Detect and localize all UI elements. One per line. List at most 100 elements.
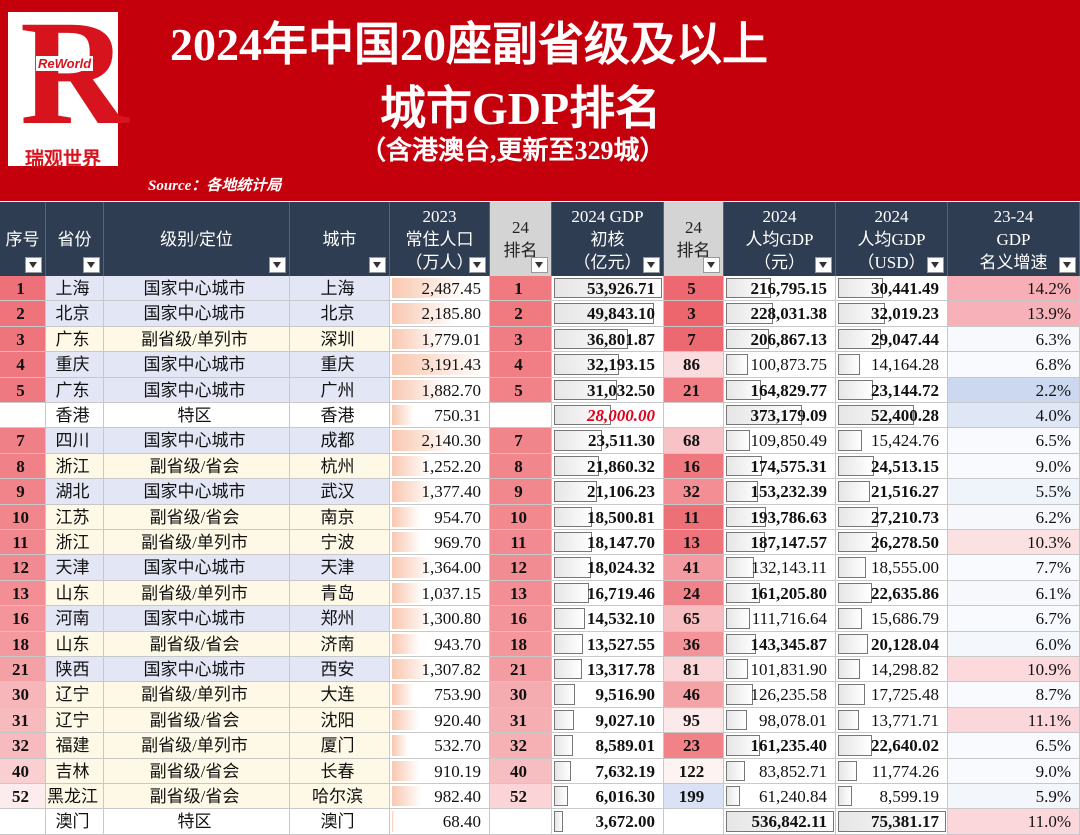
- cell-text: 16,719.46: [587, 583, 655, 603]
- cell-text: 27,210.73: [871, 507, 939, 527]
- table-cell: 16: [664, 453, 724, 480]
- cell-text: 杭州: [320, 456, 355, 476]
- cell-text: 深圳: [320, 329, 355, 349]
- table-cell: 16: [0, 606, 46, 632]
- cell-text: 68.40: [442, 812, 481, 832]
- data-bar: [554, 684, 575, 705]
- table-cell: 10.9%: [948, 657, 1080, 683]
- table-cell: 国家中心城市: [104, 555, 290, 581]
- filter-button[interactable]: [469, 257, 486, 273]
- data-bar: [392, 506, 421, 527]
- table-cell: 黑龙江: [46, 784, 104, 810]
- cell-text: 湖北: [55, 482, 90, 502]
- table-cell: 上海: [290, 276, 390, 302]
- table-cell: 9,027.10: [552, 707, 664, 734]
- cell-text: 12: [12, 558, 29, 578]
- cell-text: 41: [683, 558, 700, 578]
- table-cell: [0, 403, 46, 429]
- data-bar: [392, 354, 486, 375]
- table-cell: [664, 403, 724, 429]
- data-bar: [726, 405, 802, 426]
- cell-text: 9: [514, 482, 523, 502]
- filter-button[interactable]: [25, 257, 42, 273]
- table-cell: 11,774.26: [836, 758, 948, 784]
- table-cell: 46: [664, 682, 724, 708]
- cell-text: 30,441.49: [871, 279, 939, 298]
- cell-text: 7: [16, 431, 25, 451]
- cell-text: 广州: [320, 380, 355, 400]
- cell-text: 副省级/单列市: [141, 685, 248, 705]
- table-cell: 西安: [290, 657, 390, 683]
- cell-text: 3: [16, 329, 25, 349]
- table-cell: [664, 809, 724, 835]
- data-bar: [554, 582, 589, 604]
- filter-button[interactable]: [531, 257, 548, 273]
- data-bar: [392, 760, 419, 781]
- filter-button[interactable]: [643, 257, 660, 273]
- cell-text: 上海: [320, 279, 355, 298]
- data-bar: [726, 659, 749, 680]
- filter-button[interactable]: [83, 257, 100, 273]
- cell-text: 北京: [55, 304, 90, 324]
- table-cell: 68.40: [390, 809, 490, 835]
- column-header: 序号: [0, 202, 46, 276]
- filter-button[interactable]: [927, 257, 944, 273]
- cell-text: 8: [514, 456, 523, 476]
- table-cell: 6.2%: [948, 504, 1080, 530]
- cell-text: 61,240.84: [759, 787, 827, 806]
- table-cell: 澳门: [46, 809, 104, 835]
- table-cell: 30: [490, 682, 552, 708]
- cell-text: 5: [687, 279, 696, 298]
- cell-text: 国家中心城市: [143, 660, 246, 679]
- table-cell: 6.7%: [948, 606, 1080, 632]
- cell-text: 982.40: [434, 787, 481, 806]
- filter-button[interactable]: [1059, 257, 1076, 273]
- cell-text: 3,672.00: [595, 812, 656, 832]
- cell-text: 13,527.55: [587, 634, 655, 654]
- title-line1: 2024年中国20座副省级及以上: [170, 19, 768, 70]
- table-cell: 5: [664, 276, 724, 302]
- table-cell: 1,364.00: [390, 555, 490, 581]
- table-cell: 26,278.50: [836, 530, 948, 556]
- filter-button[interactable]: [703, 257, 720, 273]
- data-bar: [726, 455, 763, 477]
- table-cell: 天津: [46, 555, 104, 581]
- cell-text: 46: [683, 685, 700, 705]
- cell-text: 132,143.11: [751, 558, 827, 578]
- cell-text: 153,232.39: [750, 482, 828, 502]
- header-line: 人均GDP: [745, 229, 814, 249]
- table-cell: 1,779.01: [390, 326, 490, 353]
- cell-text: 6.3%: [1035, 329, 1071, 349]
- data-bar: [392, 786, 421, 807]
- data-bar: [554, 481, 598, 502]
- table-cell: 特区: [104, 403, 290, 429]
- table-cell: 副省级/省会: [104, 784, 290, 810]
- table-cell: 2,140.30: [390, 428, 490, 454]
- data-bar: [392, 303, 457, 324]
- cell-text: 5: [514, 380, 523, 400]
- filter-button[interactable]: [815, 257, 832, 273]
- filter-button[interactable]: [269, 257, 286, 273]
- table-cell: 24,513.15: [836, 453, 948, 480]
- cell-text: 1: [514, 279, 523, 298]
- data-bar: [554, 608, 585, 629]
- cell-text: 16: [510, 609, 527, 629]
- table-cell: 9,516.90: [552, 682, 664, 708]
- table-cell: 126,235.58: [724, 682, 836, 708]
- cell-text: 174,575.31: [750, 456, 828, 476]
- cell-text: 天津: [55, 558, 90, 578]
- data-bar: [838, 506, 879, 527]
- data-bar: [554, 405, 612, 426]
- filter-button[interactable]: [369, 257, 386, 273]
- logo-letter: R: [20, 0, 129, 156]
- table-cell: 1: [490, 276, 552, 302]
- cell-text: 40: [510, 761, 527, 781]
- cell-text: 黑龙江: [47, 787, 98, 806]
- table-cell: 6.5%: [948, 733, 1080, 759]
- cell-text: 30: [510, 685, 527, 705]
- table-cell: 23,144.72: [836, 377, 948, 403]
- table-cell: 61,240.84: [724, 784, 836, 810]
- header-line: （元）: [754, 252, 805, 272]
- cell-text: 18,024.32: [587, 558, 655, 578]
- table-cell: 8: [490, 453, 552, 480]
